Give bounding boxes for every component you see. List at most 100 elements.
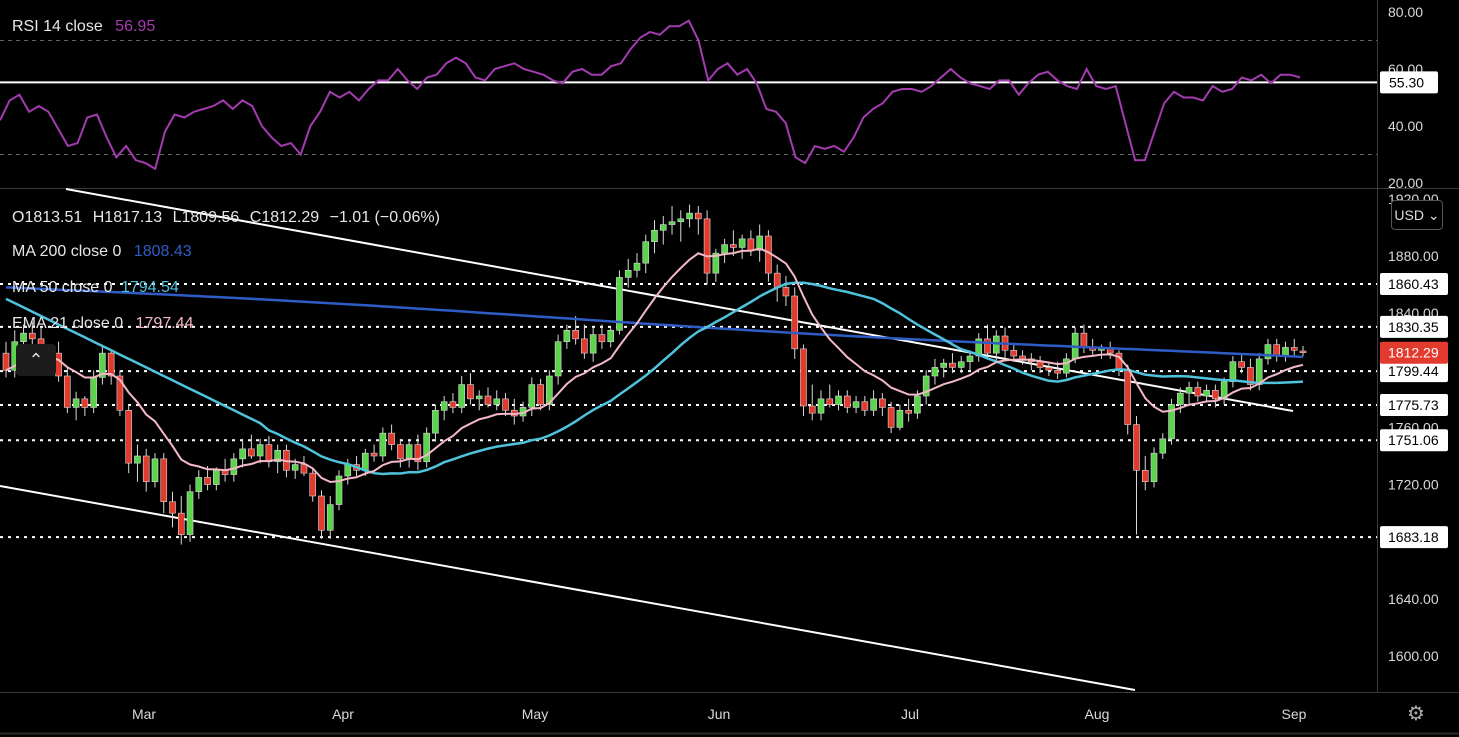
ohlc-change: −1.01 (−0.06%) xyxy=(330,209,440,226)
time-tick-label: May xyxy=(522,706,548,722)
candle-body xyxy=(3,353,9,370)
candle-body xyxy=(967,356,973,362)
candle-body xyxy=(64,376,70,407)
level-tag: 1799.44 xyxy=(1388,363,1439,379)
candle xyxy=(126,405,132,474)
candle-body xyxy=(187,492,193,535)
candle xyxy=(187,485,193,542)
candle-body xyxy=(722,245,728,254)
candle-body xyxy=(450,402,456,408)
candle-body xyxy=(1081,333,1087,347)
candle-body xyxy=(161,459,167,502)
candle-body xyxy=(906,410,912,413)
candle-body xyxy=(257,445,263,456)
chevron-down-icon: ⌄ xyxy=(1428,207,1440,223)
candle-body xyxy=(941,363,947,367)
level-tag: 1860.43 xyxy=(1388,276,1439,292)
candle-body xyxy=(1291,347,1297,350)
currency-label: USD xyxy=(1394,207,1424,223)
candle xyxy=(704,210,710,284)
candle-body xyxy=(389,433,395,444)
ma200-legend: MA 200 close 0 1808.43 xyxy=(12,243,192,260)
candle-body xyxy=(958,362,964,368)
candle-body xyxy=(1230,362,1236,382)
candle xyxy=(792,287,798,358)
ohlc-high: H1817.13 xyxy=(93,209,162,226)
candle-body xyxy=(1055,370,1061,373)
candle-body xyxy=(739,239,745,248)
candle-body xyxy=(503,399,509,410)
candle-body xyxy=(1133,425,1139,471)
candle-body xyxy=(318,496,324,530)
candle-body xyxy=(196,477,202,491)
candle-body xyxy=(774,273,780,287)
candle-body xyxy=(467,385,473,399)
price-tick-label: 1600.00 xyxy=(1388,648,1439,664)
candle-body xyxy=(178,513,184,534)
candle-body xyxy=(292,465,298,471)
candle xyxy=(1125,365,1131,435)
candle-body xyxy=(240,449,246,459)
candle-body xyxy=(1265,345,1271,359)
candle-body xyxy=(231,459,237,475)
candle xyxy=(336,470,342,510)
candle-body xyxy=(1160,439,1166,453)
candle-body xyxy=(704,219,710,273)
time-tick-label: Aug xyxy=(1085,706,1110,722)
candle-body xyxy=(485,396,491,405)
candle-body xyxy=(687,213,693,219)
rsi-tick-label: 40.00 xyxy=(1388,118,1423,134)
settings-gear-icon[interactable]: ⚙ xyxy=(1404,702,1428,726)
candle-body xyxy=(809,406,815,413)
candle-body xyxy=(1011,350,1017,356)
candle-body xyxy=(985,339,991,353)
candle-body xyxy=(914,396,920,413)
candle-body xyxy=(126,410,132,463)
candle-body xyxy=(1239,362,1245,368)
candle-body xyxy=(248,449,254,456)
last-price-tag: 1812.29 xyxy=(1388,345,1439,361)
candle-body xyxy=(643,242,649,263)
candle-body xyxy=(134,456,140,463)
candle-body xyxy=(792,296,798,349)
candle-body xyxy=(397,445,403,459)
candle-body xyxy=(1204,390,1210,396)
price-tick-label: 1640.00 xyxy=(1388,591,1439,607)
candle-body xyxy=(476,396,482,399)
ma50-legend: MA 50 close 0 1794.54 xyxy=(12,279,179,296)
time-tick-label: Mar xyxy=(132,706,156,722)
candle-body xyxy=(213,470,219,484)
candle-body xyxy=(73,399,79,408)
ma200-legend-label: MA 200 close 0 xyxy=(12,243,122,260)
candle-body xyxy=(432,410,438,433)
candle-body xyxy=(1195,387,1201,396)
candle-body xyxy=(800,349,806,406)
currency-selector[interactable]: USD ⌄ xyxy=(1391,200,1443,230)
candle-body xyxy=(1037,362,1043,368)
candle-body xyxy=(555,342,561,376)
candle-body xyxy=(608,330,614,341)
candle-body xyxy=(538,385,544,405)
collapse-legend-button[interactable]: ⌃ xyxy=(16,344,56,376)
candle-body xyxy=(599,335,605,342)
candle-body xyxy=(1151,453,1157,482)
chevron-up-icon: ⌃ xyxy=(28,350,43,370)
candle-body xyxy=(652,230,658,241)
candle-body xyxy=(634,263,640,270)
candle-body xyxy=(853,402,859,408)
candle-body xyxy=(1142,470,1148,481)
candle-body xyxy=(888,407,894,427)
candle-body xyxy=(897,410,903,427)
candle-body xyxy=(91,377,97,407)
candle xyxy=(616,270,622,334)
candle-body xyxy=(1300,351,1306,353)
candle-body xyxy=(836,396,842,405)
candle-body xyxy=(301,465,307,474)
price-tick-label: 1880.00 xyxy=(1388,248,1439,264)
candle-body xyxy=(862,402,868,411)
ohlc-low: L1809.56 xyxy=(173,209,240,226)
level-tag: 1830.35 xyxy=(1388,319,1439,335)
candle-body xyxy=(1256,359,1262,385)
ema21-legend: EMA 21 close 0 1797.44 xyxy=(12,315,194,332)
